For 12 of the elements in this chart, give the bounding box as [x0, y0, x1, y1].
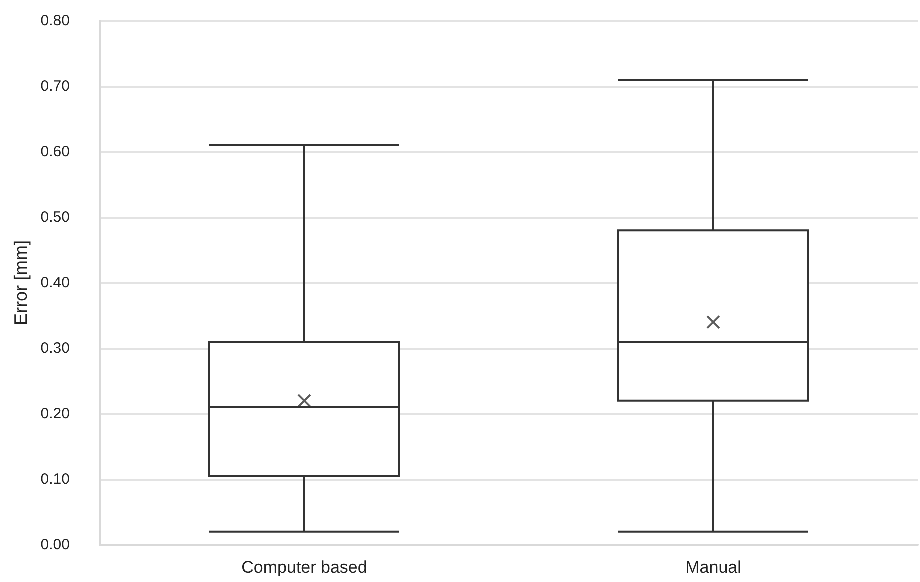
- y-tick-label: 0.50: [40, 209, 70, 226]
- y-tick-label: 0.60: [40, 144, 70, 160]
- y-tick-label: 0.80: [40, 12, 70, 30]
- y-tick-label: 0.40: [40, 274, 70, 292]
- y-tick-label: 0.00: [40, 536, 70, 554]
- y-tick-label: 0.20: [40, 406, 70, 422]
- x-tick-label: Computer based: [242, 558, 368, 577]
- y-tick-label: 0.10: [40, 471, 70, 488]
- y-tick-label: 0.70: [40, 78, 70, 95]
- y-axis-title: Error [mm]: [10, 240, 31, 326]
- y-tick-label: 0.30: [40, 340, 70, 357]
- x-tick-label: Manual: [686, 558, 742, 577]
